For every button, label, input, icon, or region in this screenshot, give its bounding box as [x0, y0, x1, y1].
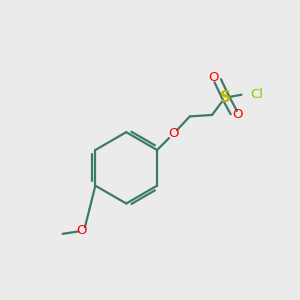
- Text: S: S: [220, 90, 231, 105]
- Text: O: O: [77, 224, 87, 237]
- Text: O: O: [208, 71, 219, 84]
- Text: Cl: Cl: [250, 88, 263, 101]
- Text: O: O: [232, 108, 243, 122]
- Text: O: O: [168, 127, 179, 140]
